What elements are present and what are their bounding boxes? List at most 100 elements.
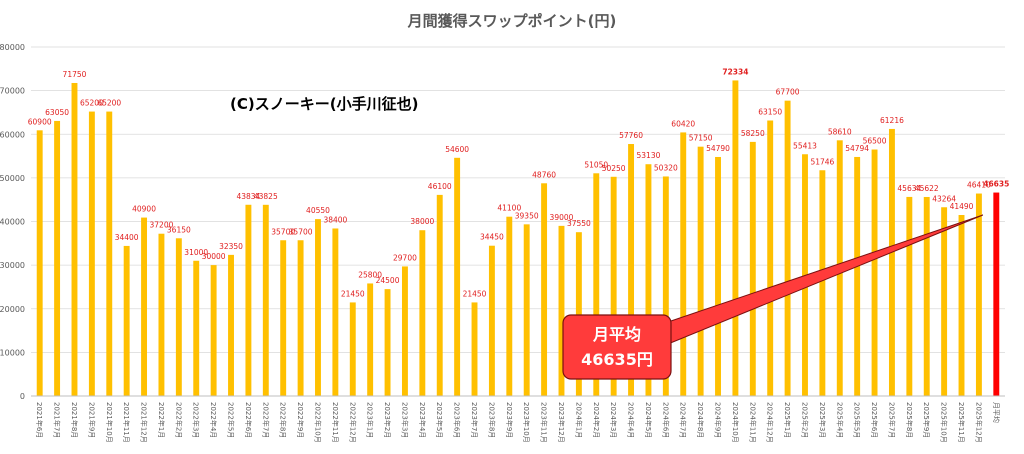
data-label: 46410 [967, 181, 991, 190]
bar [871, 149, 878, 396]
bar [106, 111, 113, 396]
callout-box [562, 314, 672, 380]
bar [71, 82, 78, 396]
bar [315, 219, 321, 396]
bar [419, 230, 426, 396]
x-tick-label: 2023年11月 [540, 402, 549, 443]
data-label: 34450 [480, 233, 504, 242]
x-tick-label: 2023年3月 [400, 402, 409, 438]
y-tick-label: 70000 [0, 87, 25, 96]
bar [749, 141, 756, 396]
data-label: 54794 [845, 144, 869, 153]
data-label: 34400 [115, 233, 139, 242]
x-tick-label: 2022年8月 [279, 402, 288, 438]
bar [262, 204, 269, 396]
x-tick-label: 2023年10月 [522, 402, 531, 443]
bar [923, 196, 930, 396]
bars [36, 80, 1000, 397]
x-tick-label: 2023年12月 [557, 402, 566, 443]
x-tick-label: 2024年12月 [766, 402, 775, 443]
x-tick-label: 月平均 [992, 402, 1001, 423]
data-label: 37550 [567, 219, 591, 228]
y-axis: 0 10000 20000 30000 40000 50000 60000 70000 8000… [0, 43, 25, 401]
data-label: 48760 [532, 170, 556, 179]
data-label: 41100 [497, 204, 521, 213]
x-tick-label: 2023年8月 [487, 402, 496, 438]
x-tick-label: 2025年2月 [800, 402, 809, 438]
bar [906, 196, 913, 396]
x-tick-label: 2025年10月 [940, 402, 949, 443]
data-label: 50320 [654, 163, 678, 172]
bar [593, 173, 600, 396]
bar [436, 194, 443, 396]
bar [558, 225, 565, 396]
x-tick-label: 2025年12月 [974, 402, 983, 443]
bar [854, 156, 861, 396]
x-tick-label: 2024年2月 [592, 402, 601, 438]
callout-line2: 46635円 [581, 350, 653, 369]
data-label: 43825 [254, 192, 278, 201]
data-label: 71750 [63, 70, 87, 79]
bar [975, 193, 982, 396]
data-label: 45634 [897, 184, 921, 193]
data-label: 35700 [289, 227, 313, 236]
x-tick-label: 2024年4月 [627, 402, 636, 438]
data-label: 30000 [202, 252, 226, 261]
bar [123, 245, 130, 396]
x-tick-label: 2024年9月 [714, 402, 723, 438]
data-label: 51050 [584, 160, 608, 169]
x-tick-label: 2021年8月 [70, 402, 79, 438]
x-tick-label: 2021年9月 [87, 402, 96, 438]
x-tick-label: 2024年6月 [661, 402, 670, 438]
data-label: 32350 [219, 242, 243, 251]
callout-line1: 月平均 [592, 325, 641, 344]
x-tick-label: 2025年11月 [957, 402, 966, 443]
copyright-text: (C)スノーキー(小手川征也) [230, 95, 418, 113]
x-tick-label: 2023年5月 [435, 402, 444, 438]
y-tick-label: 40000 [0, 218, 25, 227]
bar [384, 289, 391, 396]
bar [228, 254, 234, 396]
x-tick-label: 2024年7月 [679, 402, 688, 438]
data-label: 46635 [983, 180, 1009, 189]
data-label: 65200 [97, 99, 121, 108]
bar [141, 217, 148, 396]
data-label: 40900 [132, 205, 156, 214]
bar [349, 302, 356, 396]
x-tick-label: 2022年5月 [227, 402, 236, 438]
data-label: 72334 [722, 67, 748, 76]
bar [610, 176, 617, 396]
bar [958, 214, 965, 396]
bar [784, 100, 791, 396]
data-label: 38400 [323, 215, 347, 224]
bar [767, 120, 774, 397]
data-label: 39350 [515, 211, 539, 220]
data-label: 43834 [236, 192, 260, 201]
x-tick-label: 2023年6月 [453, 402, 462, 438]
data-label: 57150 [689, 134, 713, 143]
x-tick-label: 2021年10月 [105, 402, 114, 443]
y-tick-label: 0 [20, 392, 25, 401]
average-callout: 月平均 46635円 [562, 214, 984, 380]
data-label: 61216 [880, 116, 904, 125]
bar [819, 170, 826, 396]
data-label: 45622 [915, 184, 939, 193]
data-label: 37200 [150, 221, 174, 230]
bar [210, 265, 217, 396]
data-label: 54790 [706, 144, 730, 153]
x-tick-label: 2024年1月 [574, 402, 583, 438]
x-tick-label: 2025年5月 [853, 402, 862, 438]
x-tick-label: 2025年4月 [835, 402, 844, 438]
data-label: 38000 [410, 217, 434, 226]
data-label: 29700 [393, 253, 417, 262]
data-label: 46100 [428, 182, 452, 191]
bar [332, 228, 339, 396]
x-tick-label: 2023年1月 [366, 402, 375, 438]
data-label: 54600 [445, 145, 469, 154]
x-tick-label: 2025年1月 [783, 402, 792, 438]
x-tick-label: 2022年12月 [348, 402, 357, 443]
bar [471, 302, 478, 396]
data-label: 21450 [341, 289, 365, 298]
x-tick-label: 2022年10月 [313, 402, 322, 443]
